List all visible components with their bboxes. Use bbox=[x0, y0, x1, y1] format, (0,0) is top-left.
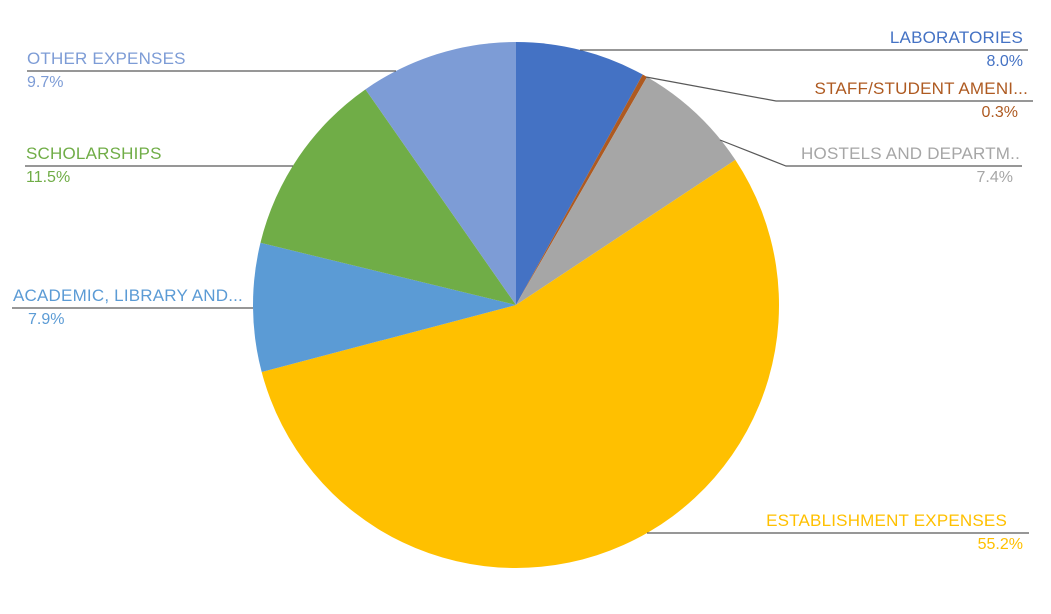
slice-percent-staff-student-amenities: 0.3% bbox=[981, 104, 1018, 121]
callout-laboratories: LABORATORIES 8.0% bbox=[890, 28, 1023, 71]
pie-slice-scholarships bbox=[260, 89, 516, 305]
pie-slice-academic-library-and bbox=[253, 242, 516, 372]
slice-label-academic-library: ACADEMIC, LIBRARY AND... bbox=[13, 286, 243, 305]
pie-slice-establishment-expenses bbox=[261, 159, 780, 569]
slice-percent-scholarships: 11.5% bbox=[26, 169, 71, 186]
slice-percent-academic-library: 7.9% bbox=[28, 311, 65, 328]
slice-label-laboratories: LABORATORIES bbox=[889, 28, 1023, 47]
slice-percent-other-expenses: 9.7% bbox=[27, 74, 64, 91]
callout-academic-library: ACADEMIC, LIBRARY AND... 7.9% bbox=[13, 286, 243, 329]
callout-hostels-and-departments: HOSTELS AND DEPARTM.. 7.4% bbox=[801, 144, 1020, 187]
pie-slice-staff-student-ameni bbox=[516, 74, 648, 305]
pie-slice-other-expenses bbox=[365, 42, 516, 305]
pie-slice-laboratories bbox=[516, 42, 643, 305]
slice-percent-hostels-and-departments: 7.4% bbox=[976, 169, 1013, 186]
slice-percent-laboratories: 8.0% bbox=[986, 53, 1023, 70]
pie-slice-hostels-and-departm bbox=[516, 76, 736, 306]
slice-label-other-expenses: OTHER EXPENSES bbox=[27, 49, 186, 68]
callout-establishment-expenses: ESTABLISHMENT EXPENSES 55.2% bbox=[766, 511, 1023, 554]
callout-staff-student-amenities: STAFF/STUDENT AMENI... 0.3% bbox=[815, 79, 1028, 122]
slice-label-establishment-expenses: ESTABLISHMENT EXPENSES bbox=[766, 511, 1007, 530]
slice-label-staff-student-amenities: STAFF/STUDENT AMENI... bbox=[814, 79, 1028, 98]
callout-scholarships: SCHOLARSHIPS 11.5% bbox=[26, 144, 162, 187]
slice-label-scholarships: SCHOLARSHIPS bbox=[26, 144, 162, 163]
leader-line-hostels-and-departm bbox=[719, 139, 1022, 167]
slice-percent-establishment-expenses: 55.2% bbox=[977, 536, 1023, 553]
callout-other-expenses: OTHER EXPENSES 9.7% bbox=[27, 49, 186, 92]
leader-line-staff-student-ameni bbox=[645, 76, 1033, 102]
slice-label-hostels-and-departments: HOSTELS AND DEPARTM.. bbox=[801, 144, 1020, 163]
